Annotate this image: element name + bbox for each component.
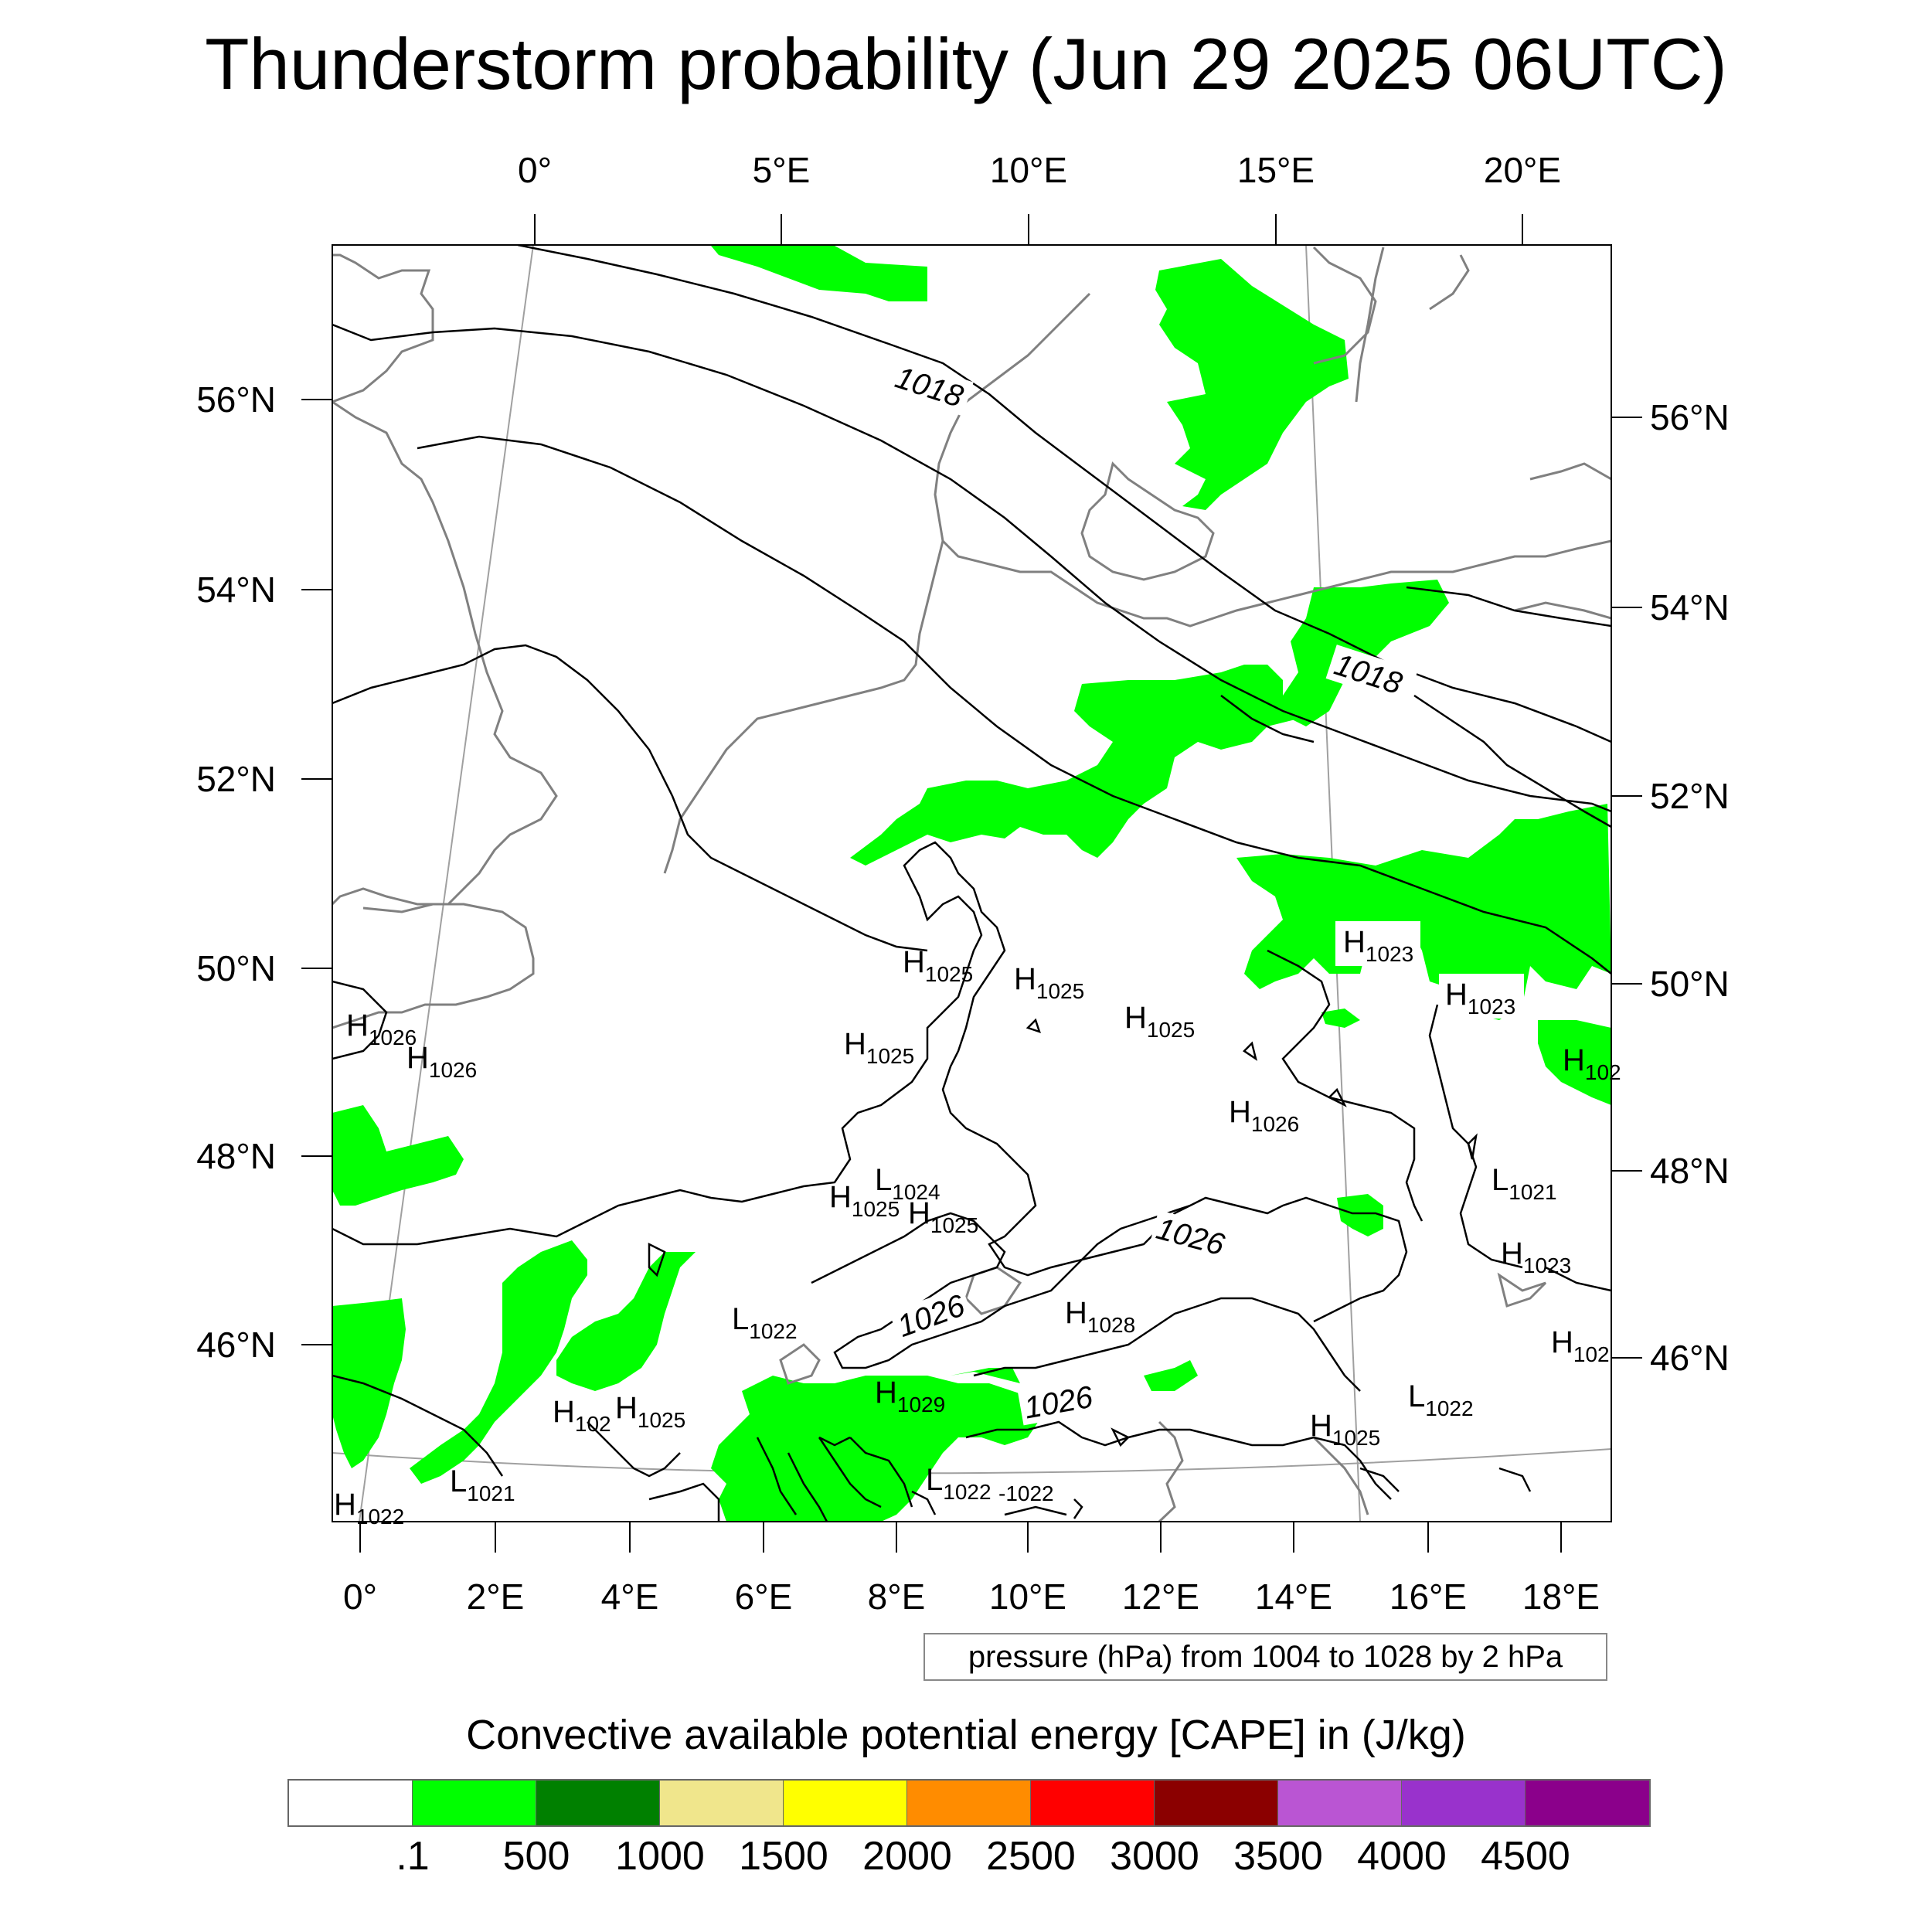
bottom-lon-label: 12°E (1122, 1577, 1199, 1617)
right-lat-label: 46°N (1650, 1338, 1730, 1378)
pressure-center-label: H1022 (334, 1488, 404, 1529)
bottom-lon-label: 6°E (735, 1577, 793, 1617)
colorbar-labels: .1 500 1000 1500 2000 2500 3000 3500 4000 4500 (0, 1833, 1932, 1887)
pressure-center-label: H1025 (829, 1180, 900, 1221)
right-lat-label: 52°N (1650, 776, 1730, 816)
pressure-center-label: H102 (1551, 1325, 1610, 1366)
pressure-center-label: H1025 (1310, 1409, 1380, 1450)
colorbar-label: .1 (396, 1834, 430, 1879)
colorbar-label: 2500 (986, 1834, 1076, 1879)
pressure-center-label: H1026 (346, 1009, 417, 1049)
bottom-lon-label: 18°E (1522, 1577, 1600, 1617)
pressure-center-label: H1025 (908, 1196, 978, 1237)
bottom-lon-label: 16°E (1389, 1577, 1467, 1617)
map-frame (332, 244, 1612, 1522)
bottom-lon-label: 0° (343, 1577, 377, 1617)
pressure-center-label: L1021 (1492, 1163, 1557, 1204)
colorbar-label: 500 (502, 1834, 570, 1879)
pressure-center-label: H1026 (406, 1041, 477, 1082)
pressure-center-label: H1028 (1065, 1296, 1135, 1337)
pressure-center-label: L1022 (926, 1463, 992, 1504)
top-longitude-labels: 0° 5°E 10°E 15°E 20°E (518, 150, 1561, 190)
right-latitude-labels: 56°N 54°N 52°N 50°N 48°N 46°N (1650, 397, 1730, 1378)
left-latitude-labels: 56°N 54°N 52°N 50°N 48°N 46°N (196, 379, 276, 1365)
pressure-center-label: -1022 (998, 1481, 1054, 1505)
pressure-centers: H1025 H1025 H1025 H1025 H1023 H1023 H102… (334, 921, 1621, 1529)
left-lat-label: 48°N (196, 1136, 276, 1176)
right-lat-label: 56°N (1650, 397, 1730, 437)
left-lat-label: 56°N (196, 379, 276, 420)
pressure-center-label: H1025 (844, 1027, 914, 1068)
bottom-lon-label: 4°E (601, 1577, 659, 1617)
colorbar-swatch (289, 1781, 413, 1825)
pressure-center-label: H102 (553, 1395, 611, 1436)
pressure-center-label: H1026 (1229, 1095, 1299, 1136)
colorbar-swatch (1278, 1781, 1402, 1825)
left-lat-label: 50°N (196, 948, 276, 988)
top-lon-label: 20°E (1484, 150, 1561, 190)
right-lat-label: 48°N (1650, 1151, 1730, 1191)
right-lat-label: 54°N (1650, 587, 1730, 628)
colorbar-swatch (1031, 1781, 1155, 1825)
legend-title: Convective available potential energy [C… (466, 1712, 1466, 1758)
colorbar-label: 2000 (862, 1834, 952, 1879)
colorbar-label: 4000 (1357, 1834, 1447, 1879)
left-lat-label: 52°N (196, 759, 276, 799)
top-lon-label: 5°E (753, 150, 811, 190)
colorbar-label: 1000 (615, 1834, 705, 1879)
colorbar-swatch (1155, 1781, 1278, 1825)
pressure-center-label: H1029 (875, 1376, 945, 1417)
bottom-lon-label: 8°E (868, 1577, 926, 1617)
left-lat-label: 46°N (196, 1325, 276, 1365)
pressure-center-label: L1021 (450, 1464, 515, 1505)
colorbar-swatch (660, 1781, 784, 1825)
pressure-center-label: H1025 (1124, 1001, 1195, 1042)
bottom-lon-label: 10°E (989, 1577, 1066, 1617)
pressure-center-label: L1022 (1408, 1379, 1474, 1420)
top-lon-label: 0° (518, 150, 552, 190)
map-title: Thunderstorm probability (Jun 29 2025 06… (205, 23, 1727, 104)
colorbar-swatch (536, 1781, 660, 1825)
pressure-center-label: H1025 (903, 945, 973, 986)
isobars (332, 245, 1611, 1522)
colorbar-label: 3000 (1110, 1834, 1199, 1879)
pressure-center-label: L1024 (875, 1163, 940, 1204)
bottom-longitude-labels: 0° 2°E 4°E 6°E 8°E 10°E 12°E 14°E 16°E 1… (343, 1577, 1600, 1617)
pressure-center-label: L1022 (732, 1302, 798, 1343)
left-lat-label: 54°N (196, 570, 276, 610)
top-lon-label: 15°E (1237, 150, 1315, 190)
cape-fill-areas (332, 246, 1611, 1522)
colorbar-label: 4500 (1481, 1834, 1570, 1879)
tick-marks (301, 214, 1642, 1553)
bottom-lon-label: 14°E (1255, 1577, 1332, 1617)
pressure-center-label: H1023 (1343, 925, 1413, 966)
colorbar-label: 3500 (1233, 1834, 1323, 1879)
pressure-center-label: H1025 (615, 1391, 685, 1432)
pressure-center-label: H1023 (1445, 978, 1515, 1019)
bottom-lon-label: 2°E (467, 1577, 525, 1617)
colorbar-label: 1500 (739, 1834, 828, 1879)
right-lat-label: 50°N (1650, 964, 1730, 1004)
pressure-center-label: H1023 (1501, 1236, 1571, 1277)
pressure-center-label: H102 (1563, 1043, 1621, 1084)
cape-colorbar (287, 1779, 1651, 1827)
colorbar-swatch (784, 1781, 907, 1825)
pressure-contour-note: pressure (hPa) from 1004 to 1028 by 2 hP… (923, 1633, 1607, 1681)
colorbar-swatch (413, 1781, 536, 1825)
top-lon-label: 10°E (990, 150, 1067, 190)
colorbar-swatch (1526, 1781, 1649, 1825)
colorbar-swatch (907, 1781, 1031, 1825)
pressure-center-label: H1025 (1014, 962, 1084, 1003)
colorbar-swatch (1402, 1781, 1526, 1825)
